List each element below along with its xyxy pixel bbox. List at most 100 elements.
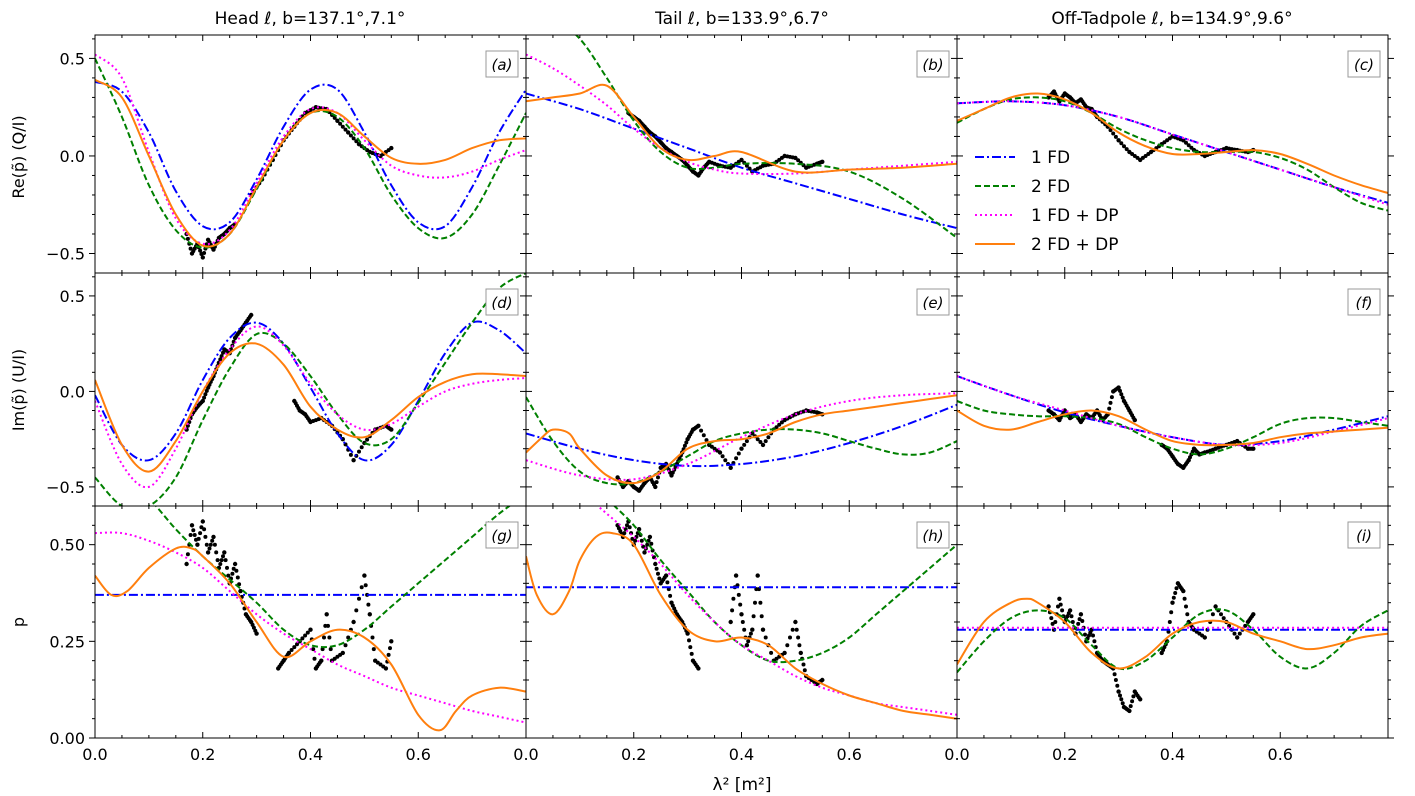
panel-plot-area-d bbox=[95, 273, 526, 506]
data-point bbox=[1235, 635, 1240, 640]
data-point bbox=[185, 236, 190, 241]
series-line-2-fd-dp bbox=[957, 597, 1388, 670]
data-point bbox=[1113, 134, 1118, 139]
data-point bbox=[203, 392, 208, 397]
data-point bbox=[292, 645, 297, 650]
data-point bbox=[751, 614, 756, 619]
data-point bbox=[647, 534, 653, 540]
data-point bbox=[351, 458, 356, 463]
data-point bbox=[636, 527, 642, 532]
data-point bbox=[226, 573, 231, 578]
data-point bbox=[1113, 678, 1118, 682]
data-point bbox=[622, 531, 627, 536]
data-point bbox=[363, 583, 368, 588]
data-point bbox=[738, 602, 743, 607]
data-point bbox=[189, 523, 195, 528]
legend: 1 FD 2 FD 1 FD + DP 2 FD + DP bbox=[975, 148, 1118, 255]
x-tick-label: 0.0 bbox=[513, 745, 538, 764]
data-point bbox=[340, 124, 345, 129]
data-point bbox=[750, 431, 755, 436]
x-tick-label: 0.2 bbox=[621, 745, 646, 764]
series-line-2-fd-dp bbox=[526, 394, 957, 485]
series-line-2-fd bbox=[613, 506, 957, 664]
panel-plot-area-i bbox=[957, 581, 1388, 714]
y-tick-label: 0.25 bbox=[49, 632, 85, 651]
data-point bbox=[362, 573, 367, 578]
data-point bbox=[1237, 631, 1242, 636]
data-point bbox=[383, 666, 389, 671]
data-point bbox=[388, 646, 392, 651]
panel-label-box bbox=[1347, 521, 1381, 549]
observed-data-h-1 bbox=[728, 573, 825, 687]
data-point bbox=[354, 139, 359, 144]
series-line-1-fd bbox=[95, 80, 526, 231]
panel-label-box bbox=[485, 288, 519, 316]
data-point bbox=[744, 643, 750, 648]
data-point bbox=[232, 561, 238, 567]
data-point bbox=[303, 633, 308, 638]
data-point bbox=[1251, 446, 1256, 451]
data-point bbox=[739, 612, 744, 617]
data-point bbox=[696, 423, 701, 428]
x-tick-label: 0.0 bbox=[944, 745, 969, 764]
data-point bbox=[211, 534, 216, 540]
series-line-2-fd-dp bbox=[95, 342, 526, 473]
data-point bbox=[782, 650, 787, 656]
series-line-2-fd-dp bbox=[95, 79, 526, 248]
data-point bbox=[731, 596, 736, 601]
series-line-1-fd-dp bbox=[596, 506, 957, 716]
data-point bbox=[797, 643, 802, 648]
data-point bbox=[739, 446, 744, 451]
observed-data-a-0 bbox=[184, 222, 238, 260]
data-point bbox=[742, 442, 747, 447]
data-point bbox=[1174, 586, 1179, 591]
y-tick-label: 0.5 bbox=[60, 287, 85, 306]
column-title-off-tadpole: Off-Tadpole ℓ, b=134.9°,9.6° bbox=[1051, 9, 1292, 29]
data-point bbox=[359, 585, 364, 590]
series-line-1-fd-dp bbox=[526, 53, 957, 176]
data-point bbox=[736, 592, 741, 597]
series-line-1-fd bbox=[526, 92, 957, 230]
data-point bbox=[1169, 610, 1174, 615]
series-line-2-fd bbox=[574, 35, 957, 239]
series-line-2-fd-dp bbox=[957, 409, 1388, 447]
data-point bbox=[1182, 596, 1187, 601]
data-point bbox=[1111, 131, 1116, 136]
data-point bbox=[1057, 596, 1062, 601]
data-point bbox=[221, 554, 225, 559]
panel-plot-area-a bbox=[95, 53, 526, 260]
series-line-1-fd bbox=[95, 320, 526, 462]
data-point bbox=[1138, 697, 1143, 702]
data-point bbox=[793, 619, 798, 625]
data-point bbox=[820, 677, 825, 683]
x-tick-label: 0.2 bbox=[1052, 745, 1077, 764]
y-tick-label: 0.00 bbox=[49, 729, 85, 748]
panel-b: (b) bbox=[520, 34, 963, 274]
data-point bbox=[760, 627, 766, 632]
data-point bbox=[777, 422, 782, 427]
legend-label-2fd: 2 FD bbox=[1031, 177, 1070, 197]
panel-label: (b) bbox=[922, 56, 943, 74]
x-tick-label: 0.4 bbox=[729, 745, 754, 764]
data-point bbox=[1107, 406, 1112, 411]
data-point bbox=[327, 635, 332, 640]
column-title-head: Head ℓ, b=137.1°,7.1° bbox=[215, 9, 406, 29]
panel-grid: −0.5 0.0 0.5 (a) (b) (c) −0.5 0.0 0.5 (d) (e) (f) 0.… bbox=[46, 34, 1394, 764]
panel-label-box bbox=[1347, 288, 1381, 316]
data-point bbox=[1251, 612, 1256, 617]
data-point bbox=[687, 638, 691, 643]
data-point bbox=[348, 452, 353, 457]
data-point bbox=[184, 561, 189, 567]
data-point bbox=[748, 631, 753, 636]
data-point bbox=[1109, 395, 1114, 400]
data-point bbox=[1120, 395, 1125, 400]
data-point bbox=[238, 588, 243, 594]
data-point bbox=[346, 130, 351, 135]
x-tick-label: 0.2 bbox=[190, 745, 215, 764]
ylabel-row-p: p bbox=[9, 617, 28, 627]
data-point bbox=[796, 158, 801, 163]
data-point bbox=[753, 600, 757, 605]
data-point bbox=[205, 550, 211, 555]
data-point bbox=[730, 608, 735, 613]
data-point bbox=[1120, 701, 1125, 706]
